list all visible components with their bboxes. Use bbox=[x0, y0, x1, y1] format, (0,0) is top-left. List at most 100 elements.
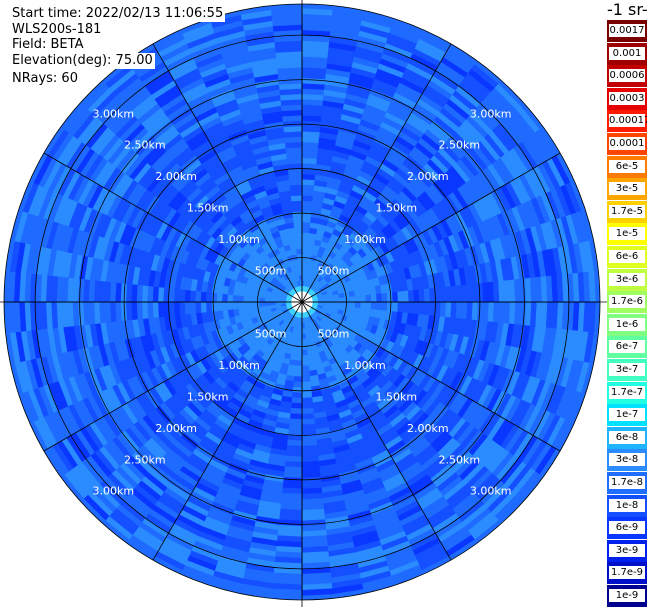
colorbar-label: 1e-6 bbox=[609, 317, 645, 331]
beta-cell bbox=[296, 344, 303, 351]
beta-cell bbox=[286, 152, 303, 159]
beta-cell bbox=[286, 157, 303, 165]
azimuth-spoke bbox=[301, 43, 452, 303]
beta-cell bbox=[301, 227, 311, 234]
range-label: 3.00km bbox=[93, 485, 135, 498]
beta-cell bbox=[288, 179, 303, 186]
beta-cell bbox=[301, 445, 318, 452]
range-label: 1.00km bbox=[344, 233, 386, 246]
colorbar-cell: 6e-7 bbox=[607, 336, 647, 359]
beta-cell bbox=[291, 392, 303, 399]
beta-cell bbox=[323, 298, 329, 303]
colorbar-label: 1.7e-7 bbox=[609, 385, 645, 399]
beta-cells bbox=[4, 4, 600, 600]
beta-cell bbox=[227, 293, 234, 303]
nrays-text: NRays: 60 bbox=[12, 71, 80, 87]
colorbar-cell: 1e-8 bbox=[607, 494, 647, 517]
colorbar-label: 6e-9 bbox=[609, 521, 645, 535]
beta-cell bbox=[301, 216, 312, 223]
beta-cell bbox=[253, 306, 261, 313]
colorbar-label: 3e-7 bbox=[609, 363, 645, 376]
beta-cell bbox=[301, 381, 312, 388]
beta-cell bbox=[292, 211, 303, 218]
beta-cell bbox=[301, 370, 311, 377]
beta-cell bbox=[243, 295, 250, 303]
beta-cell bbox=[293, 221, 303, 228]
colorbar-cell: 0.0003 bbox=[607, 87, 647, 110]
beta-cell bbox=[301, 407, 314, 415]
beta-cell bbox=[301, 195, 314, 202]
beta-cell bbox=[301, 333, 307, 340]
azimuth-spoke bbox=[301, 301, 561, 452]
beta-cell bbox=[445, 286, 452, 303]
range-label: 500m bbox=[318, 265, 350, 278]
colorbar-label: 0.0006 bbox=[609, 69, 645, 83]
beta-cell bbox=[259, 305, 266, 312]
beta-cell bbox=[306, 343, 313, 351]
beta-cell bbox=[157, 286, 165, 303]
beta-cell bbox=[298, 275, 303, 281]
beta-cell bbox=[397, 291, 404, 303]
colorbar-cell: 3e-5 bbox=[607, 178, 647, 201]
beta-cell bbox=[221, 301, 228, 311]
beta-cell bbox=[301, 450, 319, 457]
colorbar-cell: 1e-6 bbox=[607, 313, 647, 336]
beta-cell bbox=[195, 301, 202, 314]
colorbar-cell: 3e-6 bbox=[607, 268, 647, 291]
beta-cell bbox=[301, 248, 308, 255]
beta-cell bbox=[293, 376, 303, 383]
colorbar-cell: 3e-7 bbox=[607, 359, 647, 381]
beta-cell bbox=[205, 301, 212, 313]
range-label: 2.00km bbox=[155, 170, 197, 183]
range-label: 2.50km bbox=[124, 139, 166, 152]
beta-cell bbox=[173, 288, 181, 303]
beta-cell bbox=[237, 295, 244, 303]
beta-cell bbox=[333, 297, 340, 303]
range-label: 1.50km bbox=[187, 390, 229, 403]
beta-cell bbox=[354, 295, 361, 303]
beta-cell bbox=[344, 296, 351, 303]
beta-cell bbox=[295, 354, 303, 361]
beta-cell bbox=[290, 189, 303, 197]
beta-cell bbox=[152, 301, 159, 318]
beta-cell bbox=[275, 301, 281, 306]
beta-cell bbox=[295, 243, 303, 250]
colorbar-cell: 0.0001 bbox=[607, 133, 647, 155]
beta-cell bbox=[292, 386, 303, 393]
beta-cell bbox=[360, 295, 367, 303]
colorbar-label: 3e-8 bbox=[609, 453, 645, 467]
colorbar-cell: 6e-9 bbox=[607, 517, 647, 540]
colorbar-label: 1e-5 bbox=[609, 227, 645, 241]
beta-cell bbox=[216, 292, 223, 303]
beta-cell bbox=[211, 301, 218, 312]
range-label: 1.00km bbox=[344, 359, 386, 372]
beta-cell bbox=[232, 301, 239, 310]
colorbar-label: 1.7e-6 bbox=[609, 295, 645, 309]
beta-cell bbox=[418, 288, 425, 303]
beta-cell bbox=[248, 296, 255, 303]
beta-cell bbox=[423, 288, 431, 303]
field-text: Field: BETA bbox=[12, 37, 86, 53]
beta-cell bbox=[423, 301, 431, 316]
beta-cell bbox=[200, 291, 207, 303]
beta-cell bbox=[290, 402, 303, 409]
beta-cell bbox=[173, 301, 181, 316]
colorbar-unit: -1 sr-1 bbox=[607, 0, 647, 19]
beta-cell bbox=[301, 243, 309, 250]
beta-cell bbox=[269, 301, 276, 306]
colorbar-label: 1.7e-5 bbox=[609, 204, 645, 218]
beta-cell bbox=[338, 292, 345, 299]
beta-cell bbox=[291, 397, 303, 404]
colorbar-cell: 1.7e-7 bbox=[607, 381, 647, 404]
colorbar-label: 1e-9 bbox=[609, 589, 645, 602]
beta-cell bbox=[407, 290, 415, 303]
beta-cell bbox=[205, 291, 212, 303]
beta-cell bbox=[301, 189, 314, 197]
beta-cell bbox=[343, 291, 351, 298]
beta-cell bbox=[301, 392, 313, 399]
beta-cell bbox=[243, 301, 250, 309]
colorbar-label: 3e-9 bbox=[609, 543, 645, 557]
beta-cell bbox=[289, 413, 303, 420]
beta-cell bbox=[413, 289, 420, 303]
beta-cell bbox=[227, 301, 234, 311]
